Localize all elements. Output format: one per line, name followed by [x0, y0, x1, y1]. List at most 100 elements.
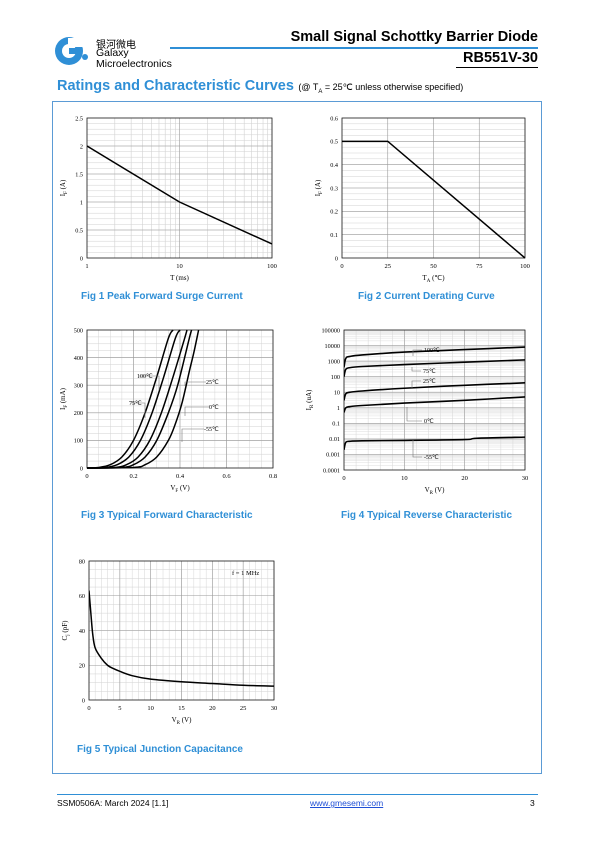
- fig1-ytick-label: 2: [80, 143, 83, 150]
- fig4-ytick-label: 0.01: [329, 436, 340, 443]
- fig3-annotation: 25℃: [206, 380, 219, 386]
- fig3-annotation: 100℃: [137, 374, 153, 380]
- fig4-series-line-1: [344, 346, 525, 368]
- fig4-xtick-label: 30: [522, 475, 529, 482]
- fig1-ytick-label: 2.5: [75, 115, 83, 122]
- part-underline: [456, 67, 538, 68]
- fig5-xtick-label: 25: [240, 705, 247, 712]
- logo-subname: Microelectronics: [96, 58, 172, 70]
- fig4-ytick-label: 1000: [328, 358, 340, 365]
- fig4-annotation: 100℃: [424, 348, 440, 354]
- fig5-xtick-label: 20: [209, 705, 216, 712]
- fig5-caption: Fig 5 Typical Junction Capacitance: [77, 744, 243, 755]
- fig3-xtick-label: 0.2: [129, 473, 137, 480]
- fig4-series-line-5: [344, 436, 525, 450]
- fig3-ytick-label: 200: [74, 410, 83, 417]
- figures-frame: [52, 101, 542, 774]
- fig4-ytick-label: 100: [331, 374, 340, 381]
- website-link[interactable]: www.gmesemi.com: [310, 798, 384, 808]
- fig4-ytick-label: 1: [337, 405, 340, 412]
- fig4-annotation: 0℃: [424, 419, 434, 425]
- fig4-chart: 0 10 20 30 0.0001 0.001 0.01 0.1 1 10 100 1000 10000…: [305, 327, 529, 496]
- fig1-caption: Fig 1 Peak Forward Surge Current: [81, 291, 243, 302]
- fig5-x-axis-label: VR (V): [172, 716, 193, 726]
- fig4-annotation-leader: [412, 349, 422, 356]
- fig2-ytick-label: 0.6: [330, 115, 338, 122]
- fig2-xtick-label: 25: [385, 263, 392, 270]
- section-title: Ratings and Characteristic Curves (@ TA …: [57, 77, 463, 95]
- fig5-ytick-label: 0: [82, 697, 85, 704]
- fig4-annotation: 25℃: [423, 379, 436, 385]
- fig5-xtick-label: 0: [87, 705, 90, 712]
- fig2-plot-frame: [341, 117, 526, 259]
- fig5-xtick-label: 10: [147, 705, 154, 712]
- fig5-ytick-label: 40: [79, 628, 85, 635]
- fig4-series-line-4: [344, 396, 525, 413]
- fig5-xtick-label: 5: [118, 705, 121, 712]
- fig2-ytick-label: 0.2: [330, 209, 338, 216]
- fig4-y-axis-label: IR (uA): [305, 389, 315, 410]
- fig4-caption: Fig 4 Typical Reverse Characteristic: [341, 510, 513, 521]
- fig1-plot-frame: [86, 117, 273, 259]
- fig5-y-axis-label: Cj (pF): [61, 620, 71, 641]
- logo-chinese-name: 银河微电: [96, 40, 136, 51]
- fig4-annotation-leader: [411, 380, 421, 388]
- fig5-series-line-1: [89, 590, 274, 687]
- fig4-xtick-label: 20: [461, 475, 468, 482]
- fig3-ytick-label: 0: [80, 465, 83, 472]
- fig1-chart: 1 10 100 0 0.5 1 1.5 2 2.5 T (ms) IF (A): [59, 115, 277, 282]
- fig3-series-line-2: [87, 329, 181, 469]
- fig4-annotation-leader: [406, 407, 422, 422]
- fig1-y-axis-label: IF (A): [59, 179, 69, 196]
- fig3-ytick-label: 300: [74, 383, 83, 390]
- fig4-series-line-3: [344, 382, 525, 401]
- fig5-ytick-label: 60: [79, 593, 85, 600]
- part-number: RB551V-30: [463, 50, 538, 66]
- document-title: Small Signal Schottky Barrier Diode: [290, 29, 538, 45]
- fig4-ytick-label: 10: [334, 390, 340, 397]
- fig3-x-axis-label: VF (V): [170, 484, 190, 494]
- logo-name: Galaxy: [96, 47, 129, 59]
- fig2-ytick-label: 0.1: [330, 232, 338, 239]
- fig1-ytick-label: 0.5: [75, 227, 83, 234]
- footer-page-number: 3: [530, 798, 535, 808]
- fig3-annotation-leader: [139, 375, 160, 390]
- fig2-ytick-label: 0.3: [330, 185, 338, 192]
- fig3-ytick-label: 400: [74, 355, 83, 362]
- fig3-ytick-label: 100: [74, 438, 83, 445]
- fig4-ytick-label: 100000: [321, 327, 340, 334]
- fig4-x-axis-label: VR (V): [425, 486, 446, 496]
- galaxy-logo-icon: [55, 37, 88, 65]
- fig3-xtick-label: 0.6: [222, 473, 231, 480]
- fig1-xtick-label: 1: [85, 263, 88, 270]
- fig2-y-axis-label: IF (A): [314, 179, 324, 196]
- fig3-annotation-leader: [131, 402, 146, 418]
- fig3-annotation-leader: [181, 428, 204, 442]
- fig5-ytick-label: 80: [79, 558, 85, 565]
- fig2-caption: Fig 2 Current Derating Curve: [358, 291, 495, 302]
- fig4-annotation: 75℃: [423, 369, 436, 375]
- fig1-xtick-label: 10: [176, 263, 183, 270]
- fig5-xtick-label: 30: [271, 705, 278, 712]
- fig2-chart: 0 25 50 75 100 0 0.1 0.2 0.3 0.4 0.5 0.6 TA (℃) IF (A…: [314, 115, 530, 284]
- fig2-xtick-label: 50: [430, 263, 437, 270]
- fig2-ytick-label: 0: [335, 255, 338, 262]
- fig5-xtick-label: 15: [178, 705, 185, 712]
- fig3-annotation-leader: [184, 381, 206, 386]
- fig4-ytick-label: 0.001: [326, 452, 340, 459]
- section-condition: (@ TA = 25℃ unless otherwise specified): [298, 82, 464, 95]
- fig2-series-line-1: [342, 140, 525, 259]
- fig1-ytick-label: 1: [80, 199, 83, 206]
- fig4-annotation-leader: [412, 440, 422, 458]
- fig1-ytick-label: 1.5: [75, 171, 83, 178]
- footer-rule: [57, 794, 538, 795]
- fig3-caption: Fig 3 Typical Forward Characteristic: [81, 510, 253, 521]
- fig3-chart: 0 0.2 0.4 0.6 0.8 0 100 200 300 400 500 VF (V) IF (m…: [59, 327, 277, 494]
- header-rule: [170, 47, 538, 49]
- fig3-annotation: -55℃: [204, 427, 219, 433]
- fig3-annotation-leader: [184, 406, 209, 416]
- fig2-ytick-label: 0.5: [330, 139, 338, 146]
- fig3-xtick-label: 0.8: [269, 473, 277, 480]
- fig3-series-line-5: [87, 329, 200, 469]
- footer-link: www.gmesemi.com: [310, 798, 383, 808]
